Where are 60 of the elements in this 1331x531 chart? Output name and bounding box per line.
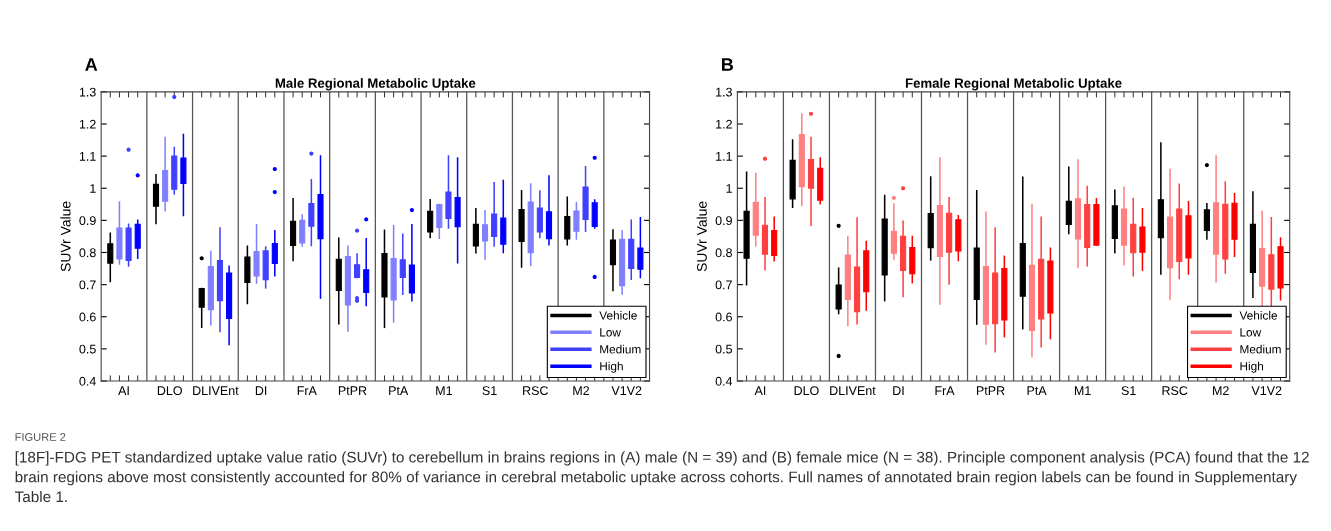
y-tick-label: 0.5 xyxy=(715,344,732,354)
y-tick-label: 1 xyxy=(90,184,96,193)
legend-label: Low xyxy=(600,328,621,337)
caption: FIGURE 2 xyxy=(15,433,66,441)
chart-title: Male Regional Metabolic Uptake xyxy=(275,78,476,91)
x-tick-label: PtA xyxy=(389,386,409,396)
y-tick-label: 1.3 xyxy=(79,87,96,97)
x-tick-label: DI xyxy=(255,386,267,395)
y-axis-title: SUVr Value xyxy=(60,201,71,272)
y-tick-label: 0.6 xyxy=(715,312,732,322)
x-tick-label: M2 xyxy=(573,386,590,395)
x-tick-label: M1 xyxy=(1074,386,1091,395)
legend-label: Vehicle xyxy=(1239,311,1278,320)
legend-label: Medium xyxy=(1240,344,1281,354)
x-tick-label: DI xyxy=(893,386,904,395)
y-tick-label: 0.8 xyxy=(79,248,96,258)
legend-label: Low xyxy=(1240,328,1262,337)
x-tick-label: M2 xyxy=(1213,386,1229,395)
y-tick-label: 1.3 xyxy=(716,87,732,97)
legend-label: High xyxy=(1240,361,1263,373)
x-tick-label: AI xyxy=(118,386,129,395)
x-tick-label: V1V2 xyxy=(1251,386,1282,395)
y-tick-label: 1 xyxy=(726,184,732,193)
y-tick-label: 0.9 xyxy=(79,216,96,226)
y-tick-label: 1.1 xyxy=(79,152,96,161)
y-tick-label: 0.6 xyxy=(79,312,96,322)
y-tick-label: 0.4 xyxy=(715,376,733,386)
y-tick-label: 0.4 xyxy=(79,376,96,386)
legend-label: Vehicle xyxy=(599,311,637,320)
y-tick-label: 1.2 xyxy=(79,119,96,129)
legend-label: High xyxy=(600,361,623,373)
x-tick-label: S1 xyxy=(482,386,497,396)
y-tick-label: 0.7 xyxy=(79,280,96,290)
text: B xyxy=(722,58,734,71)
x-tick-label: S1 xyxy=(1121,386,1136,396)
text: A xyxy=(85,58,98,71)
x-tick-label: V1V2 xyxy=(611,386,642,395)
x-tick-label: M1 xyxy=(436,386,452,395)
legend-label: Medium xyxy=(600,344,641,354)
x-tick-label: AI xyxy=(754,386,766,395)
x-tick-label: FrA xyxy=(297,386,317,395)
x-tick-label: PtA xyxy=(1027,386,1047,396)
x-tick-label: FrA xyxy=(935,386,955,395)
x-tick-label: DLO xyxy=(794,386,819,396)
y-tick-label: 0.5 xyxy=(79,344,96,354)
chart-title: Female Regional Metabolic Uptake xyxy=(905,78,1122,91)
x-tick-label: PtPR xyxy=(976,386,1005,396)
y-tick-label: 1.1 xyxy=(716,152,732,161)
x-tick-label: DLO xyxy=(157,386,182,396)
y-axis-title: SUVr Value xyxy=(696,201,707,272)
x-tick-label: RSC xyxy=(1162,386,1188,396)
text: [18F]-FDG PET standardized uptake value ratio (SUVr) to cerebellum in brains regions in (A) male (N = 39) and (B) female mice (N = 38). Principle component analysis (PCA) found that the 12 brain regions above most consistently accounted for 80% of variance in cerebral metabolic uptake across cohorts. Full names of annotated brain region labels can be found in Supplementary Table 1. xyxy=(14,451,1309,503)
x-tick-label: DLIVEnt xyxy=(830,386,876,396)
y-tick-label: 0.9 xyxy=(715,216,732,226)
x-tick-label: DLIVEnt xyxy=(193,386,239,396)
y-tick-label: 1.2 xyxy=(716,119,732,129)
x-tick-label: PtPR xyxy=(338,386,367,396)
y-tick-label: 0.8 xyxy=(715,248,732,258)
y-tick-label: 0.7 xyxy=(715,280,732,290)
x-tick-label: RSC xyxy=(523,386,548,396)
